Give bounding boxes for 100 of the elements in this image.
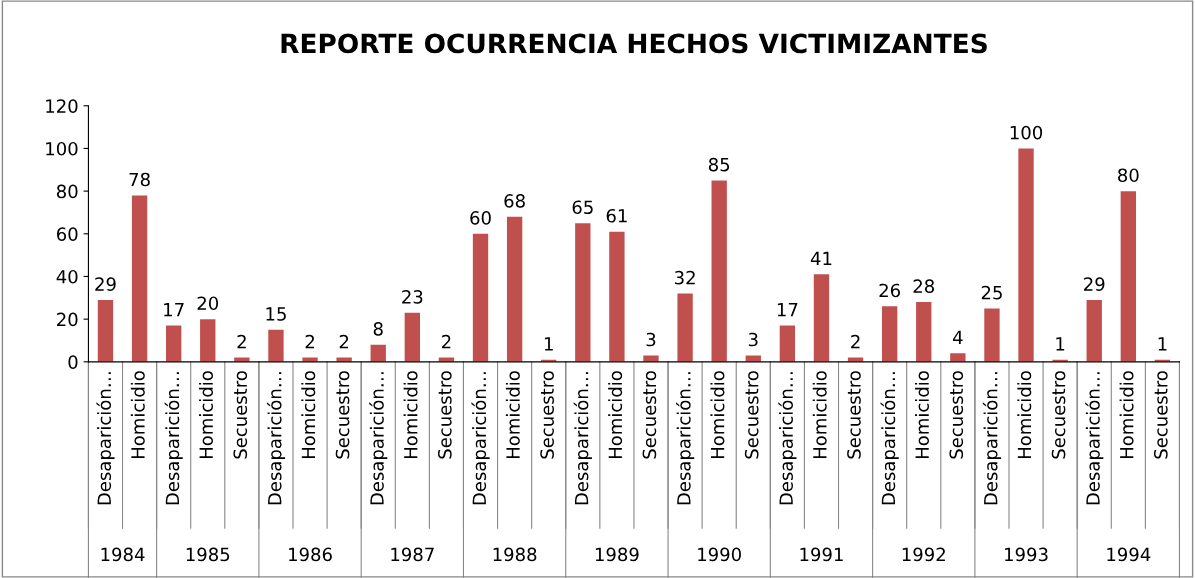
data-label: 80 [1118,168,1139,183]
x-tick-label: Homicidio [915,371,929,459]
bar [472,233,489,362]
y-tick-label: 20 [57,312,78,327]
data-label: 23 [402,290,423,304]
x-tick-label: Homicidio [812,371,827,459]
text: 1986 [289,547,332,562]
data-label: 41 [810,251,832,266]
x-tick-label: Desaparición… [573,372,592,505]
data-label: 3 [646,332,656,347]
text: 1987 [391,547,434,562]
y-tick-label: 60 [56,227,78,241]
data-label: 4 [952,330,963,344]
bar [745,355,761,362]
x-tick-label: Homicidio [1017,371,1032,459]
bar [916,302,932,362]
text: 1992 [902,547,945,562]
x-tick-label: Secuestro [335,371,350,459]
bar [370,344,386,362]
bar [166,325,182,362]
data-label: 8 [373,322,383,336]
text: 1989 [595,547,639,562]
y-tick-label: 80 [56,184,78,199]
data-label: 3 [748,332,758,347]
data-label: 2 [305,334,314,349]
x-tick-label: Desaparición… [369,372,388,505]
bar [575,223,591,362]
data-label: 29 [1084,277,1105,291]
y-tick-label: 100 [46,141,78,156]
x-tick-label: Homicidio [608,371,623,459]
x-tick-label: Desaparición… [266,372,286,505]
x-tick-label: Homicidio [403,371,418,459]
bar [711,180,727,362]
x-tick-label: Desaparición… [164,372,183,505]
data-label: 1 [1158,337,1167,351]
data-label: 60 [470,211,491,225]
x-tick-label: Homicidio [301,371,316,459]
x-tick-label: Secuestro [847,371,861,459]
bar [984,308,1000,362]
bar [131,195,148,362]
x-tick-label: Homicidio [505,371,520,459]
data-label: 78 [129,172,150,187]
data-label: 2 [339,334,349,349]
data-label: 17 [164,303,184,317]
data-label: 25 [981,285,1002,300]
text: 1988 [493,547,537,562]
bar [643,355,659,362]
data-label: 68 [504,194,525,208]
data-label: 61 [606,208,627,223]
chart-title: REPORTE OCURRENCIA HECHOS VICTIMIZANTES [281,33,987,54]
data-label: 20 [197,296,219,311]
bar [881,306,898,362]
bar [1018,148,1034,362]
data-label: 85 [708,157,730,172]
data-label: 100 [1010,125,1043,140]
data-label: 2 [237,334,246,349]
bar [506,216,523,362]
data-label: 17 [777,303,798,317]
x-tick-label: Homicidio [130,371,145,459]
y-tick-label: 120 [46,99,78,113]
data-label: 28 [913,279,935,294]
data-label: 15 [266,307,286,321]
x-tick-label: Secuestro [1154,371,1168,459]
x-tick-label: Desaparición… [675,372,695,505]
text: 1993 [1005,547,1048,562]
x-tick-label: Desaparición… [982,372,1002,505]
bar [677,293,693,362]
x-tick-label: Homicidio [1119,371,1134,459]
y-tick-label: 40 [56,269,78,284]
data-label: 1 [1056,337,1065,351]
text: 1985 [186,547,230,562]
text: 1994 [1107,547,1151,562]
x-tick-label: Desaparición… [96,372,115,505]
bar [97,299,114,362]
data-label: 29 [95,277,116,291]
x-tick-label: Secuestro [233,371,248,459]
text: 1984 [101,547,145,562]
bar [404,312,420,362]
bar [1120,191,1136,362]
text: 1991 [800,547,843,562]
bar [268,329,284,362]
x-tick-label: Secuestro [949,371,964,459]
x-tick-label: Desaparición… [1085,372,1104,505]
bar [200,319,216,362]
x-tick-label: Desaparición… [471,372,490,505]
data-label: 2 [851,334,860,349]
bar [813,274,830,362]
data-label: 1 [544,337,553,351]
bar [1086,299,1102,362]
x-tick-label: Secuestro [642,371,657,459]
x-tick-label: Secuestro [744,371,759,459]
bar [950,353,966,362]
x-tick-label: Desaparición… [880,372,899,505]
y-tick-label: 0 [68,355,78,369]
x-tick-label: Homicidio [199,371,213,459]
x-tick-label: Secuestro [1051,371,1066,459]
x-tick-label: Homicidio [710,371,725,459]
data-label: 65 [572,200,593,215]
x-tick-label: Secuestro [438,371,452,459]
x-tick-label: Desaparición… [778,372,797,505]
